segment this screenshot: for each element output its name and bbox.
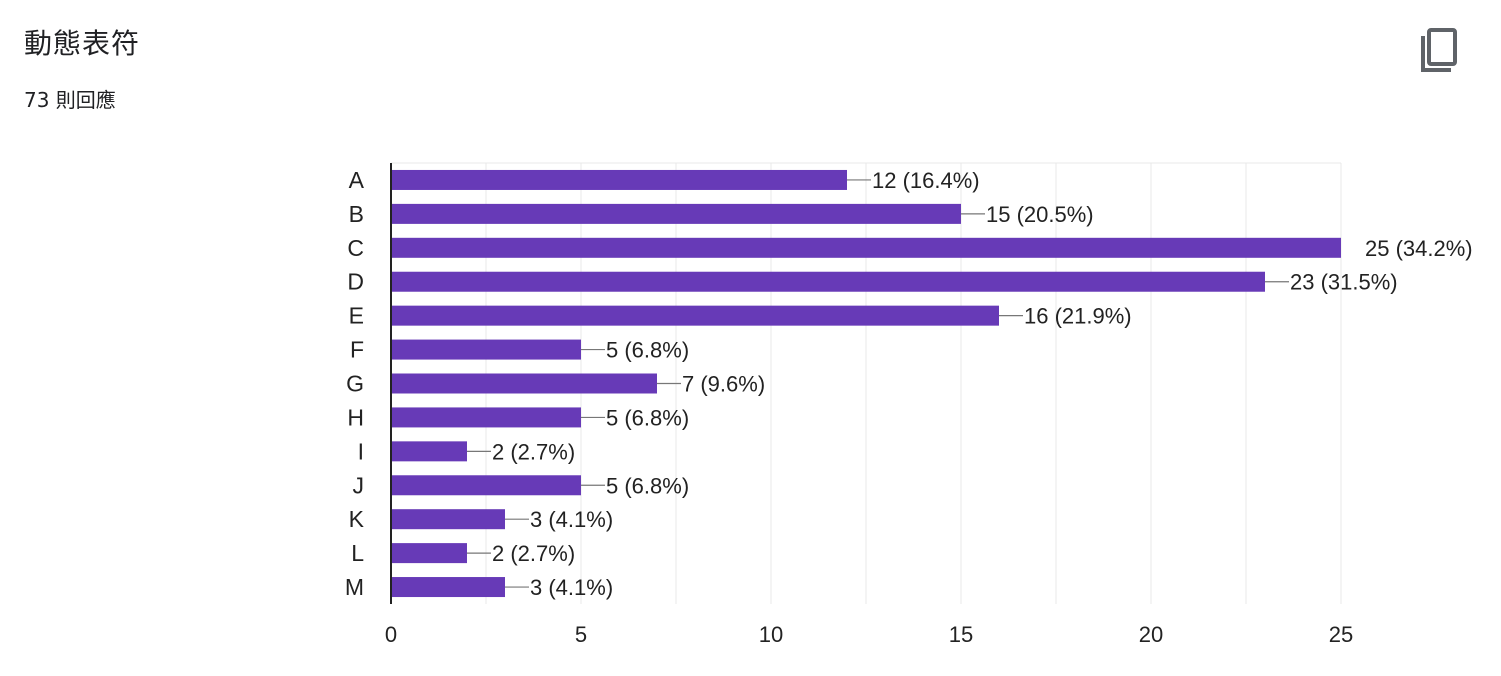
category-label: C	[347, 235, 364, 261]
bar	[391, 373, 657, 394]
bar	[391, 441, 467, 462]
bar	[391, 271, 1265, 292]
category-label: D	[347, 269, 364, 295]
data-label: 12 (16.4%)	[872, 168, 980, 193]
category-label: M	[345, 574, 364, 600]
x-tick-label: 5	[575, 622, 587, 647]
category-label: I	[358, 438, 364, 464]
data-label: 7 (9.6%)	[682, 372, 765, 397]
x-tick-label: 20	[1139, 622, 1163, 647]
data-label: 5 (6.8%)	[606, 473, 689, 498]
category-label: K	[349, 506, 365, 532]
category-label: F	[350, 337, 364, 363]
data-label: 5 (6.8%)	[606, 405, 689, 430]
category-label: B	[349, 201, 364, 227]
category-label: J	[353, 472, 365, 498]
bar	[391, 339, 581, 360]
category-label: E	[349, 303, 364, 329]
category-label: L	[351, 540, 364, 566]
bar	[391, 203, 961, 224]
chart-bars: 12 (16.4%)15 (20.5%) 25 (34.2%) 23 (31.5%)…	[391, 168, 1473, 600]
chart-grid	[391, 162, 1342, 604]
bar	[391, 169, 847, 190]
x-tick-label: 0	[385, 622, 397, 647]
data-label: 23 (31.5%)	[1290, 270, 1398, 295]
bar	[391, 509, 505, 530]
data-label: 3 (4.1%)	[530, 507, 613, 532]
copy-chart-button[interactable]	[1412, 24, 1466, 78]
category-label: G	[346, 371, 364, 397]
category-label: A	[349, 167, 365, 193]
x-tick-label: 10	[759, 622, 783, 647]
x-tick-label: 15	[949, 622, 973, 647]
bar	[391, 237, 1341, 258]
question-title: 動態表符	[24, 27, 141, 60]
data-label: 2 (2.7%)	[492, 541, 575, 566]
data-label: 2 (2.7%)	[492, 439, 575, 464]
response-count: 73 則回應	[24, 88, 116, 112]
bar	[391, 407, 581, 428]
data-label: 5 (6.8%)	[606, 338, 689, 363]
x-tick-label: 25	[1329, 622, 1353, 647]
data-label: 25 (34.2%)	[1365, 236, 1473, 261]
bar	[391, 543, 467, 564]
category-label: H	[347, 404, 364, 430]
copy-icon	[1421, 28, 1457, 72]
bar	[391, 305, 999, 326]
bar	[391, 475, 581, 496]
data-label: 16 (21.9%)	[1024, 304, 1132, 329]
data-label: 15 (20.5%)	[986, 202, 1094, 227]
data-label: 3 (4.1%)	[530, 575, 613, 600]
bar	[391, 577, 505, 598]
